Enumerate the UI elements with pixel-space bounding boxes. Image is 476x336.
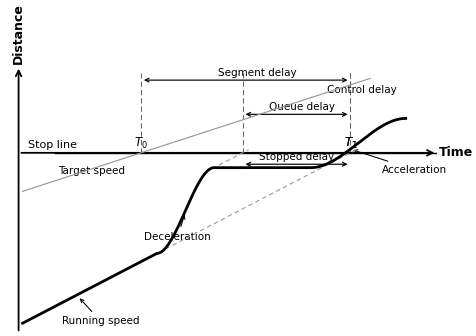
Text: Running speed: Running speed xyxy=(62,299,139,326)
Text: Control delay: Control delay xyxy=(327,85,397,95)
Text: Stopped delay: Stopped delay xyxy=(259,152,334,162)
Text: Target speed: Target speed xyxy=(58,166,125,176)
Text: Deceleration: Deceleration xyxy=(144,216,211,242)
Text: Acceleration: Acceleration xyxy=(354,150,447,175)
Text: Queue delay: Queue delay xyxy=(269,102,336,112)
Text: $T_1$: $T_1$ xyxy=(344,136,357,151)
Text: $T_0$: $T_0$ xyxy=(134,136,148,151)
Text: Distance: Distance xyxy=(12,3,25,64)
Text: Stop line: Stop line xyxy=(29,140,78,150)
Text: $T_2$: $T_2$ xyxy=(344,136,357,151)
Text: Time: Time xyxy=(439,146,474,159)
Text: Segment delay: Segment delay xyxy=(218,68,297,78)
